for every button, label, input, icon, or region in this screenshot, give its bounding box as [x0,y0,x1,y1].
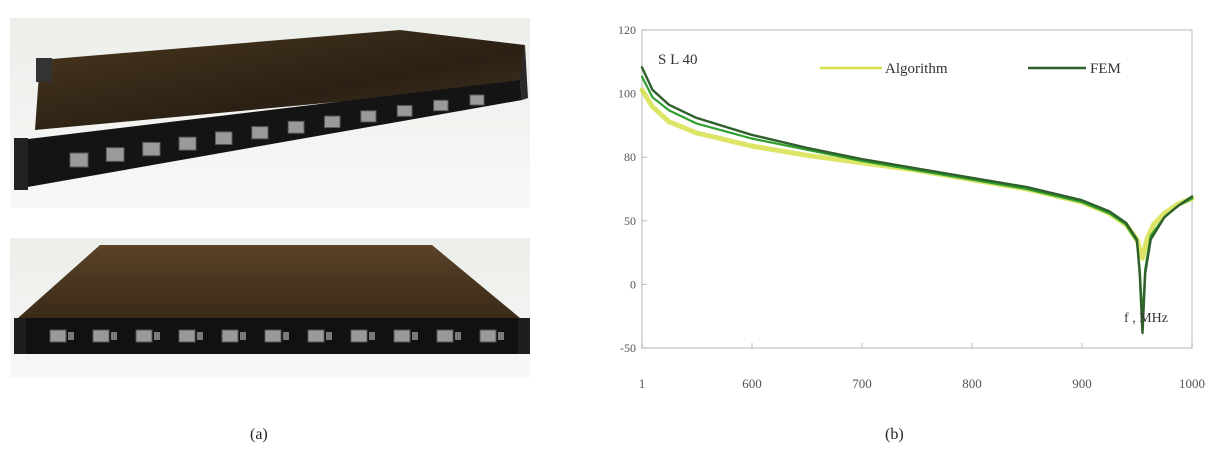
ethernet-port [479,329,497,343]
port-row-bottom [49,329,504,343]
port-led [326,332,332,340]
x-tick-label: 900 [1072,376,1092,391]
photo-rack-unit-bottom [10,238,530,378]
ethernet-port [324,115,341,129]
port-led [68,332,74,340]
ethernet-port [92,329,110,343]
panel-a-photos [10,18,530,378]
port-led [412,332,418,340]
ethernet-port [135,329,153,343]
port-led [369,332,375,340]
ethernet-port [178,329,196,343]
y-tick-label: 0 [630,277,636,291]
y-tick-label: 50 [624,214,636,228]
ethernet-port [142,141,161,157]
ethernet-port [436,329,454,343]
ethernet-port [393,329,411,343]
y-tick-label: -50 [620,341,636,355]
x-tick-label: 700 [852,376,872,391]
ethernet-port [69,152,89,168]
ethernet-port [221,329,239,343]
ethernet-port [433,99,449,112]
y-tick-label: 120 [618,23,636,37]
x-tick-label: 1000 [1179,376,1205,391]
y-tick-label: 80 [624,150,636,164]
ethernet-port [350,329,368,343]
ethernet-port [49,329,67,343]
ethernet-port [251,126,269,140]
x-tick-label: 1 [639,376,646,391]
ethernet-port [264,329,282,343]
ethernet-port [469,94,485,106]
x-axis-label: f , MHz [1124,311,1168,326]
rack-lid [18,245,520,318]
port-row-top [69,94,485,168]
port-led [111,332,117,340]
legend-label-fem: FEM [1090,61,1121,77]
x-axis-ticks: 1 600 700 800 900 1000 [639,343,1205,391]
rack-front-panel [20,80,522,188]
ethernet-port [307,329,325,343]
plot-frame [641,29,1193,349]
port-led [197,332,203,340]
ethernet-port [214,131,233,145]
legend-label-algorithm: Algorithm [885,61,948,77]
ethernet-port [360,110,377,123]
panel-label-a: (a) [250,426,268,443]
ethernet-port [396,105,413,117]
port-led [455,332,461,340]
rack-lid [35,30,525,130]
panel-label-b: (b) [885,426,904,443]
chart-annotation: S L 40 [658,52,697,68]
ethernet-port [287,120,305,134]
port-led [154,332,160,340]
ethernet-port [178,136,197,151]
legend: Algorithm FEM [820,61,1121,77]
port-led [498,332,504,340]
series-line-fem [640,66,1194,335]
y-axis-ticks: 120 100 80 50 0 -50 [618,23,647,355]
ethernet-port [105,147,125,162]
port-led [240,332,246,340]
series-layer [639,66,1195,335]
photo-rack-unit-top [10,18,530,208]
y-tick-label: 100 [618,87,636,101]
x-tick-label: 800 [962,376,982,391]
port-led [283,332,289,340]
x-tick-label: 600 [742,376,762,391]
